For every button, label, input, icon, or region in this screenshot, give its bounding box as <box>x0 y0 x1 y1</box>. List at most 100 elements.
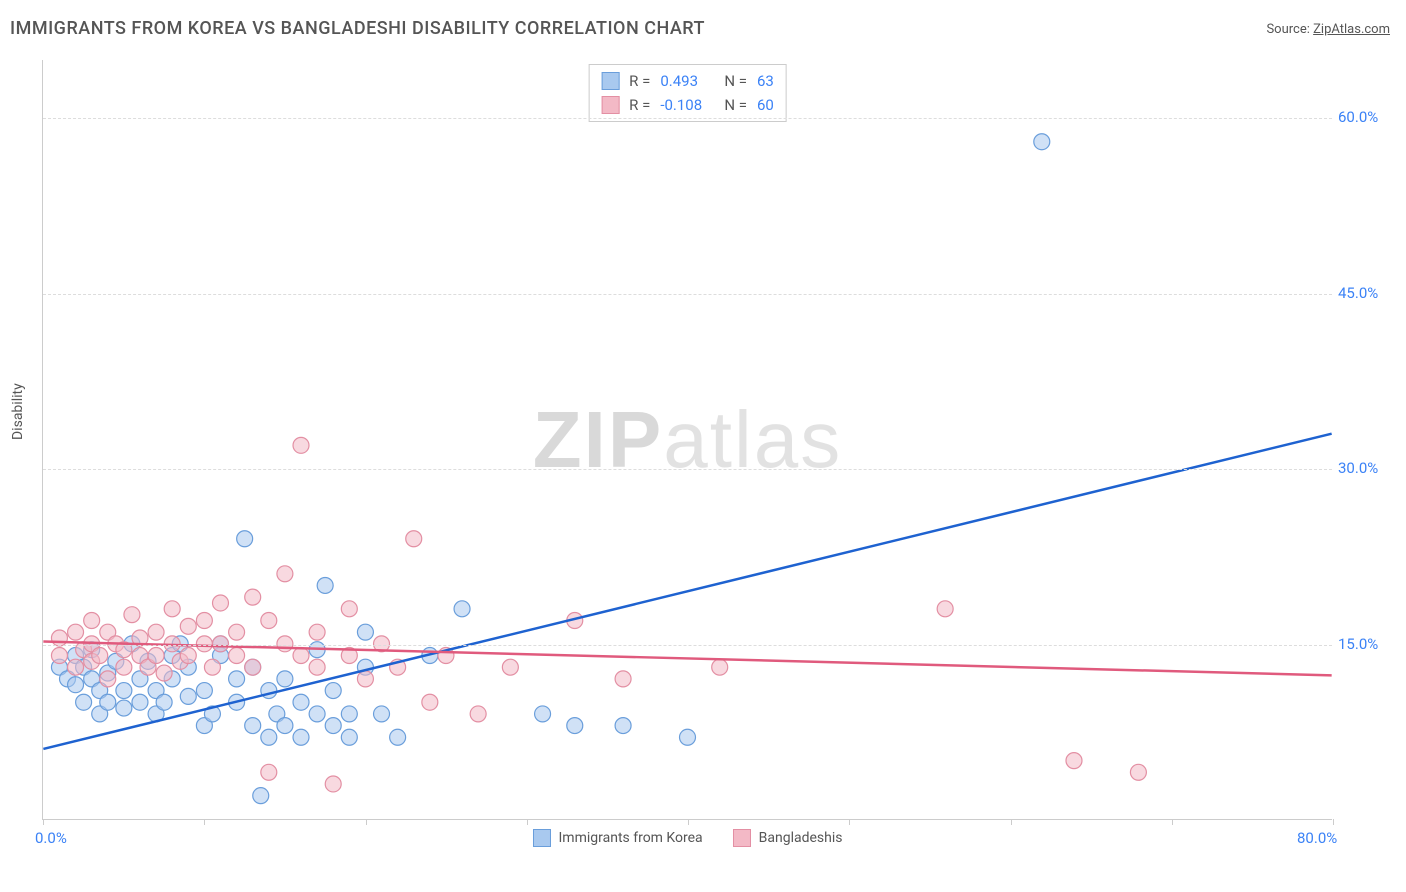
data-point[interactable] <box>68 624 84 640</box>
data-point[interactable] <box>229 648 245 664</box>
data-point[interactable] <box>293 694 309 710</box>
trend-line <box>43 434 1331 749</box>
data-point[interactable] <box>261 613 277 629</box>
data-point[interactable] <box>196 613 212 629</box>
data-point[interactable] <box>51 648 67 664</box>
data-point[interactable] <box>84 613 100 629</box>
data-point[interactable] <box>196 683 212 699</box>
data-point[interactable] <box>357 624 373 640</box>
x-tick-mark <box>43 819 44 825</box>
x-tick-label: 80.0% <box>1297 829 1337 847</box>
data-point[interactable] <box>357 671 373 687</box>
x-tick-mark <box>1011 819 1012 825</box>
y-axis-label: Disability <box>10 383 26 440</box>
data-point[interactable] <box>712 659 728 675</box>
gridline-h <box>43 118 1332 119</box>
legend-item-bangladeshi[interactable]: Bangladeshis <box>733 829 843 847</box>
data-point[interactable] <box>615 671 631 687</box>
gridline-h <box>43 294 1332 295</box>
y-tick-label: 45.0% <box>1338 284 1390 302</box>
x-tick-mark <box>366 819 367 825</box>
data-point[interactable] <box>390 729 406 745</box>
data-point[interactable] <box>164 601 180 617</box>
chart-container: IMMIGRANTS FROM KOREA VS BANGLADESHI DIS… <box>0 0 1406 892</box>
data-point[interactable] <box>277 718 293 734</box>
data-point[interactable] <box>341 706 357 722</box>
data-point[interactable] <box>51 630 67 646</box>
x-tick-mark <box>849 819 850 825</box>
data-point[interactable] <box>253 788 269 804</box>
plot-svg <box>43 60 1332 819</box>
data-point[interactable] <box>277 671 293 687</box>
data-point[interactable] <box>535 706 551 722</box>
data-point[interactable] <box>325 776 341 792</box>
data-point[interactable] <box>100 671 116 687</box>
x-tick-mark <box>688 819 689 825</box>
data-point[interactable] <box>615 718 631 734</box>
data-point[interactable] <box>309 659 325 675</box>
data-point[interactable] <box>229 624 245 640</box>
x-tick-label: 0.0% <box>35 829 67 847</box>
data-point[interactable] <box>156 665 172 681</box>
x-tick-mark <box>1172 819 1173 825</box>
x-tick-mark <box>527 819 528 825</box>
data-point[interactable] <box>116 683 132 699</box>
data-point[interactable] <box>937 601 953 617</box>
source-link[interactable]: ZipAtlas.com <box>1313 22 1390 37</box>
data-point[interactable] <box>76 694 92 710</box>
data-point[interactable] <box>1034 134 1050 150</box>
data-point[interactable] <box>237 531 253 547</box>
data-point[interactable] <box>180 618 196 634</box>
data-point[interactable] <box>454 601 470 617</box>
data-point[interactable] <box>309 706 325 722</box>
data-point[interactable] <box>229 671 245 687</box>
data-point[interactable] <box>156 694 172 710</box>
data-point[interactable] <box>124 607 140 623</box>
data-point[interactable] <box>406 531 422 547</box>
data-point[interactable] <box>1130 764 1146 780</box>
data-point[interactable] <box>325 718 341 734</box>
data-point[interactable] <box>116 659 132 675</box>
data-point[interactable] <box>68 677 84 693</box>
data-point[interactable] <box>293 648 309 664</box>
data-point[interactable] <box>277 566 293 582</box>
data-point[interactable] <box>213 595 229 611</box>
data-point[interactable] <box>470 706 486 722</box>
data-point[interactable] <box>148 624 164 640</box>
legend-item-korea[interactable]: Immigrants from Korea <box>532 829 702 847</box>
data-point[interactable] <box>293 437 309 453</box>
data-point[interactable] <box>245 659 261 675</box>
data-point[interactable] <box>325 683 341 699</box>
data-point[interactable] <box>422 694 438 710</box>
y-tick-label: 15.0% <box>1338 635 1390 653</box>
data-point[interactable] <box>293 729 309 745</box>
data-point[interactable] <box>502 659 518 675</box>
data-point[interactable] <box>680 729 696 745</box>
data-point[interactable] <box>180 648 196 664</box>
data-point[interactable] <box>116 700 132 716</box>
data-point[interactable] <box>1066 753 1082 769</box>
data-point[interactable] <box>317 577 333 593</box>
data-point[interactable] <box>374 706 390 722</box>
series-legend: Immigrants from Korea Bangladeshis <box>532 829 842 847</box>
data-point[interactable] <box>261 764 277 780</box>
plot-area: ZIPatlas R = 0.493 N = 63 R = -0.108 N =… <box>42 60 1332 820</box>
swatch-korea-2 <box>532 829 550 847</box>
data-point[interactable] <box>309 624 325 640</box>
data-point[interactable] <box>341 729 357 745</box>
data-point[interactable] <box>245 589 261 605</box>
data-point[interactable] <box>132 694 148 710</box>
data-point[interactable] <box>245 718 261 734</box>
data-point[interactable] <box>92 648 108 664</box>
data-point[interactable] <box>68 659 84 675</box>
y-tick-label: 60.0% <box>1338 108 1390 126</box>
data-point[interactable] <box>567 718 583 734</box>
x-tick-mark <box>1333 819 1334 825</box>
data-point[interactable] <box>261 729 277 745</box>
data-point[interactable] <box>180 688 196 704</box>
data-point[interactable] <box>148 648 164 664</box>
data-point[interactable] <box>341 601 357 617</box>
data-point[interactable] <box>204 659 220 675</box>
x-tick-mark <box>204 819 205 825</box>
data-point[interactable] <box>100 694 116 710</box>
